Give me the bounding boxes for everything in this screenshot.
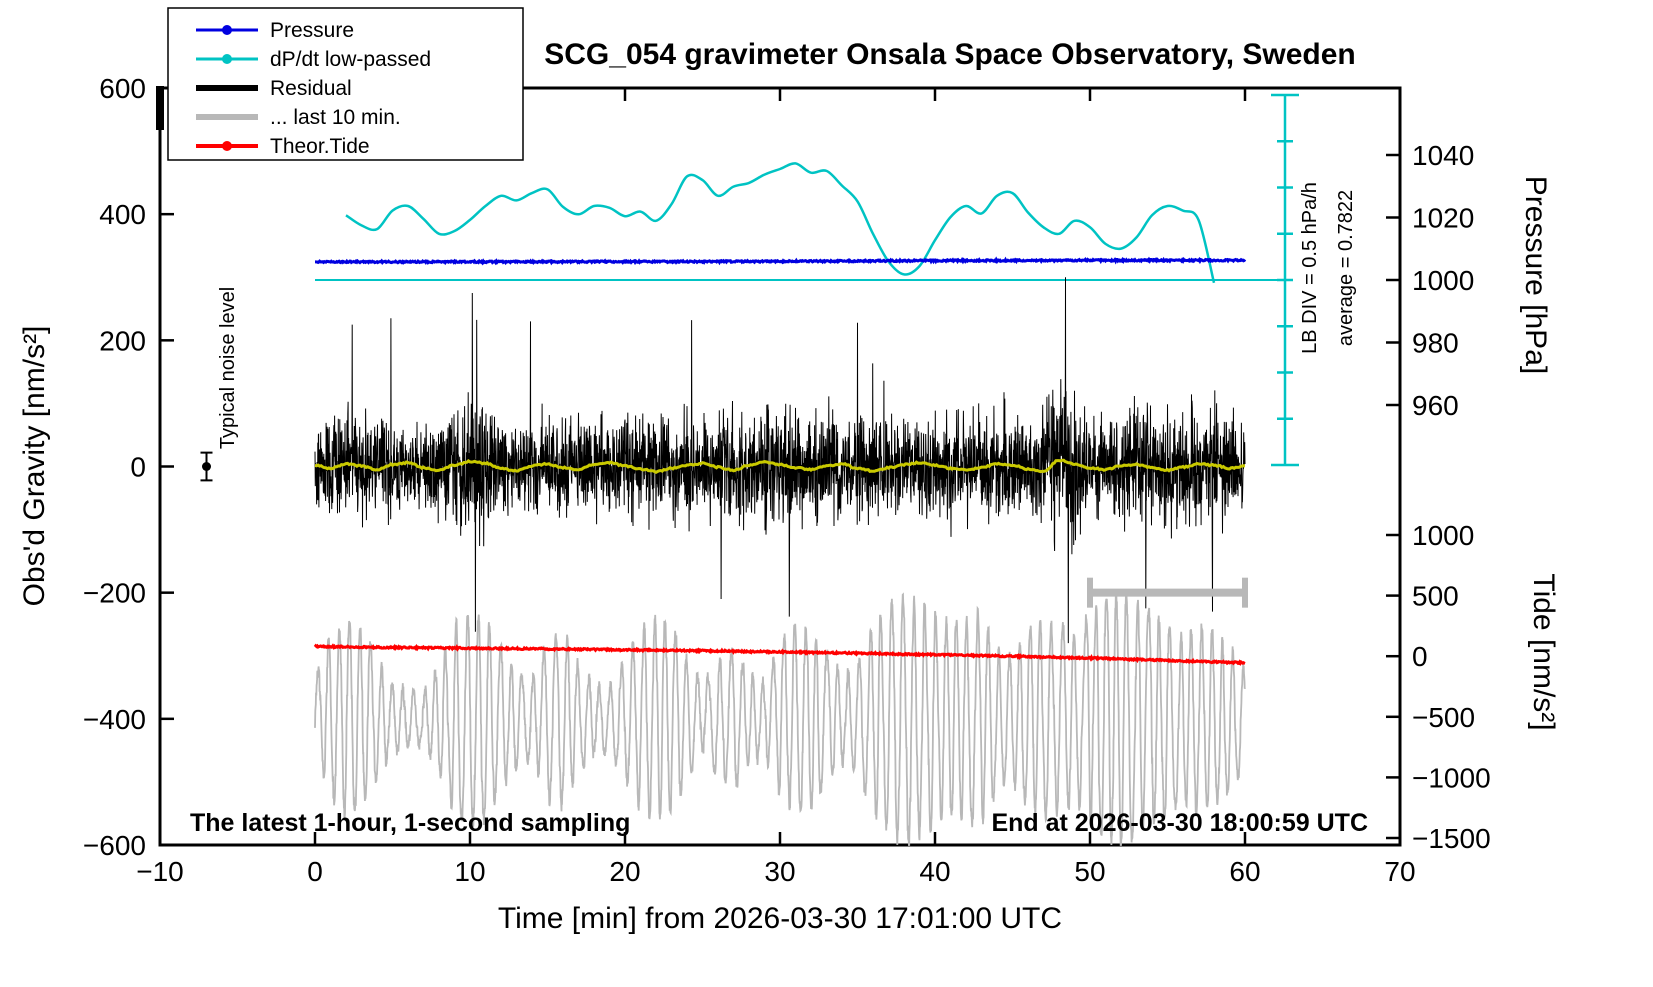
tide-axis-label: Tide [nm/s²] [1527,573,1560,730]
average-label: average = 0.7822 [1335,190,1357,346]
tide-tick-label: 500 [1412,581,1459,612]
legend-sample-dot-dpdt [222,54,232,64]
legend-item-pressure: Pressure [196,19,354,42]
x-tick-label: 30 [764,856,795,887]
gravity-tick-label: 200 [99,325,146,356]
series-dpdt [345,162,1216,284]
noise-marker-dot [202,462,211,471]
legend-item-dpdt: dP/dt low-passed [196,48,431,71]
pressure-tick-label: 1020 [1412,203,1474,234]
pressure-axis-label: Pressure [hPa] [1519,176,1552,374]
gravity-tick-label: 600 [99,73,146,104]
gravity-tick-label: −200 [83,578,146,609]
series-pressure [315,256,1247,266]
legend-label-dpdt: dP/dt low-passed [270,48,431,71]
gravity-tick-label: 400 [99,199,146,230]
plot-edge-artifact [156,86,164,130]
pressure-tick-label: 980 [1412,328,1459,359]
gravity-tick-label: −400 [83,704,146,735]
gravity-tick-label: 0 [130,452,146,483]
legend-item-last10min: ... last 10 min. [196,106,401,129]
legend-label-pressure: Pressure [270,19,354,42]
legend-label-residual: Residual [270,77,352,100]
x-tick-label: −10 [136,856,184,887]
legend-label-last10min: ... last 10 min. [270,106,401,129]
end-time-note: End at 2026-03-30 18:00:59 UTC [991,809,1368,837]
tide-tick-label: −1500 [1412,823,1491,854]
sampling-note: The latest 1-hour, 1-second sampling [190,809,630,837]
x-tick-label: 0 [307,856,323,887]
legend-label-theor-tide: Theor.Tide [270,135,370,158]
lb-div-label: LB DIV = 0.5 hPa/h [1299,182,1321,354]
pressure-tick-label: 960 [1412,390,1459,421]
legend-sample-dot-theor-tide [222,141,232,151]
x-tick-label: 70 [1384,856,1415,887]
tide-tick-label: −1000 [1412,762,1491,793]
tide-tick-label: 1000 [1412,520,1474,551]
tide-tick-label: 0 [1412,641,1428,672]
legend-item-theor-tide: Theor.Tide [196,135,370,158]
x-tick-label: 10 [454,856,485,887]
series-residual [314,277,1246,644]
pressure-tick-label: 1040 [1412,140,1474,171]
gravity-tick-label: −600 [83,830,146,861]
legend-item-residual: Residual [196,77,352,100]
x-tick-label: 20 [609,856,640,887]
legend-sample-dot-pressure [222,25,232,35]
x-tick-label: 60 [1229,856,1260,887]
typical-noise-label: Typical noise level [217,287,239,449]
x-tick-label: 40 [919,856,950,887]
tide-tick-label: −500 [1412,702,1475,733]
series-residual-lowpassed [314,458,1246,474]
x-tick-label: 50 [1074,856,1105,887]
chart-title: SCG_054 gravimeter Onsala Space Observat… [544,38,1356,71]
left-axis-label: Obs'd Gravity [nm/s²] [18,326,51,607]
plot-render-layer: −10 0 10 20 30 40 50 60 70−600−400−2000200400600… [83,73,1491,887]
series-last-10-min [314,589,1246,846]
x-axis-label: Time [min] from 2026-03-30 17:01:00 UTC [498,902,1062,935]
legend: Pressure dP/dt low-passed Residual ... l… [167,7,524,161]
series-theor-tide [313,643,1246,666]
pressure-tick-label: 1000 [1412,265,1474,296]
